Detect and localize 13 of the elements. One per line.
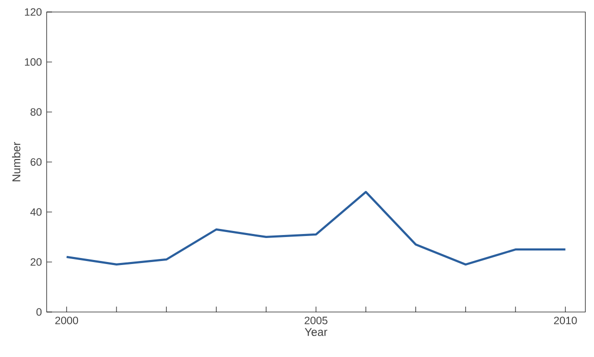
x-tick-label: 2005 [304,316,328,324]
x-tick-label: 2000 [55,316,78,324]
y-tick-label: 100 [24,58,42,66]
y-axis-title: Number [12,142,20,182]
x-tick-label: 2010 [554,316,577,324]
y-tick-label: 120 [24,8,42,16]
y-tick-label: 60 [30,158,42,166]
y-tick-label: 80 [30,108,42,116]
y-tick-label: 20 [30,258,42,266]
y-tick-label: 40 [30,208,42,216]
x-axis-title: Year [304,328,328,336]
line-series [66,190,566,266]
y-tick-label: 0 [36,308,42,316]
